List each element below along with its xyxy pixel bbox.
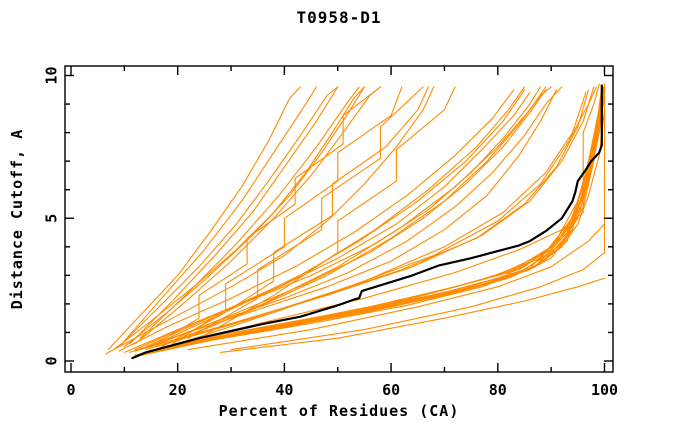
y-tick-label: 0	[42, 356, 60, 365]
model-43	[230, 83, 606, 351]
model-36	[187, 86, 424, 339]
model-13	[145, 109, 606, 355]
model-35	[171, 86, 403, 345]
x-tick-label: 40	[275, 381, 293, 399]
x-axis-label: Percent of Residues (CA)	[218, 402, 460, 420]
model-30	[129, 86, 339, 345]
model-47	[105, 86, 435, 355]
model-14	[166, 86, 606, 349]
model-42	[177, 92, 587, 345]
model-21	[166, 86, 552, 345]
model-18	[123, 86, 542, 353]
x-tick-label: 60	[382, 381, 400, 399]
model-33	[123, 86, 317, 342]
model-23	[177, 86, 547, 342]
y-tick-label: 5	[42, 214, 60, 223]
model-38	[203, 86, 456, 336]
model-28	[134, 86, 381, 345]
best-model-gdt-curve	[131, 84, 603, 360]
model-25	[155, 86, 526, 345]
model-46	[166, 83, 600, 348]
model-29	[118, 86, 339, 348]
model-03	[134, 89, 606, 356]
model-20	[134, 92, 531, 351]
model-15	[134, 89, 604, 356]
y-axis-label: Distance Cutoff, A	[8, 128, 26, 310]
x-tick-label: 80	[489, 381, 507, 399]
model-34	[150, 86, 381, 348]
model-44	[219, 277, 606, 353]
chart-title: T0958-D1	[296, 8, 382, 27]
model-32	[139, 86, 360, 339]
y-tick-label: 10	[42, 66, 60, 84]
model-41	[134, 89, 590, 352]
x-tick-label: 0	[66, 381, 75, 399]
x-tick-label: 20	[169, 381, 187, 399]
model-45	[187, 223, 606, 351]
model-19	[150, 89, 547, 348]
model-31	[107, 86, 301, 351]
plot-frame	[64, 65, 614, 373]
x-tick-label: 100	[591, 381, 618, 399]
model-22	[118, 89, 515, 352]
